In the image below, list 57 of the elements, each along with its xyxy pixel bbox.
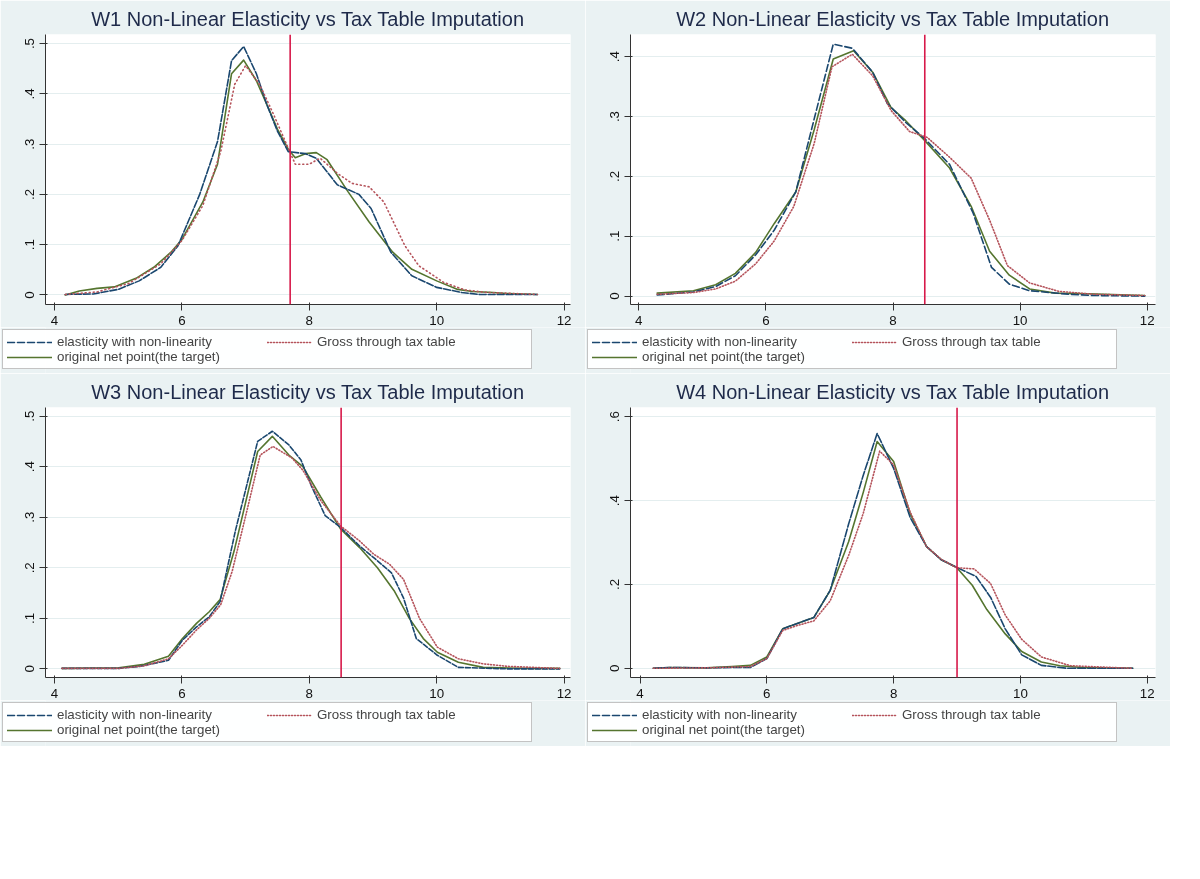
x-tick-label: 10	[429, 685, 445, 701]
x-tick-label: 10	[1012, 312, 1028, 328]
x-tick-label: 4	[50, 312, 59, 328]
x-tick-label: 4	[636, 685, 645, 701]
legend-label: elasticity with non-linearity	[642, 334, 798, 349]
y-tick-label: 0	[607, 664, 623, 672]
y-tick-label: .3	[22, 511, 38, 523]
x-tick-label: 8	[305, 312, 313, 328]
y-tick-label: .3	[22, 138, 38, 150]
y-tick-label: 0	[607, 292, 623, 300]
y-tick-label: .2	[607, 578, 623, 590]
y-tick-label: .6	[607, 411, 623, 423]
y-tick-label: .4	[607, 494, 623, 507]
y-tick-label: 0	[22, 665, 38, 673]
y-tick-label: .3	[607, 110, 623, 123]
legend-label: Gross through tax table	[902, 334, 1042, 349]
y-tick-label: .2	[22, 188, 38, 200]
x-tick-label: 8	[889, 685, 898, 701]
x-tick-label: 6	[178, 312, 186, 328]
y-tick-label: .1	[22, 239, 38, 251]
x-tick-label: 6	[178, 685, 186, 701]
chart-title: W1 Non-Linear Elasticity vs Tax Table Imputation	[91, 7, 525, 30]
x-tick-label: 12	[1139, 685, 1155, 701]
legend-label: Gross through tax table	[902, 707, 1042, 722]
x-tick-label: 4	[635, 312, 644, 328]
x-tick-label: 10	[1013, 685, 1028, 701]
x-tick-label: 12	[1139, 312, 1155, 328]
legend-label: elasticity with non-linearity	[57, 334, 213, 349]
y-tick-label: .4	[22, 460, 38, 473]
legend-label: original net point(the target)	[57, 349, 221, 364]
y-tick-label: 0	[22, 291, 38, 299]
y-tick-label: .4	[22, 87, 38, 100]
x-tick-label: 8	[889, 312, 897, 328]
x-tick-label: 6	[762, 312, 770, 328]
legend-label: original net point(the target)	[57, 722, 221, 737]
y-tick-label: .1	[607, 230, 623, 242]
y-tick-label: .4	[607, 50, 623, 63]
y-tick-label: .1	[22, 612, 38, 624]
y-tick-label: .2	[607, 170, 623, 182]
x-tick-label: 4	[50, 685, 59, 701]
x-tick-label: 8	[305, 685, 313, 701]
x-tick-label: 10	[429, 312, 445, 328]
chart-title: W4 Non-Linear Elasticity vs Tax Table Imputation	[676, 380, 1110, 403]
legend-label: original net point(the target)	[642, 349, 806, 364]
legend-label: elasticity with non-linearity	[57, 707, 213, 722]
y-tick-label: .2	[22, 562, 38, 574]
legend-label: original net point(the target)	[642, 722, 806, 737]
chart-title: W2 Non-Linear Elasticity vs Tax Table Imputation	[676, 7, 1110, 30]
legend-label: Gross through tax table	[317, 707, 457, 722]
x-tick-label: 6	[763, 685, 771, 701]
y-tick-label: .5	[22, 410, 38, 422]
y-tick-label: .5	[22, 37, 38, 50]
legend-label: Gross through tax table	[317, 334, 457, 349]
x-tick-label: 12	[556, 312, 572, 328]
legend-label: elasticity with non-linearity	[642, 707, 798, 722]
chart-title: W3 Non-Linear Elasticity vs Tax Table Imputation	[91, 380, 525, 403]
x-tick-label: 12	[556, 685, 572, 701]
